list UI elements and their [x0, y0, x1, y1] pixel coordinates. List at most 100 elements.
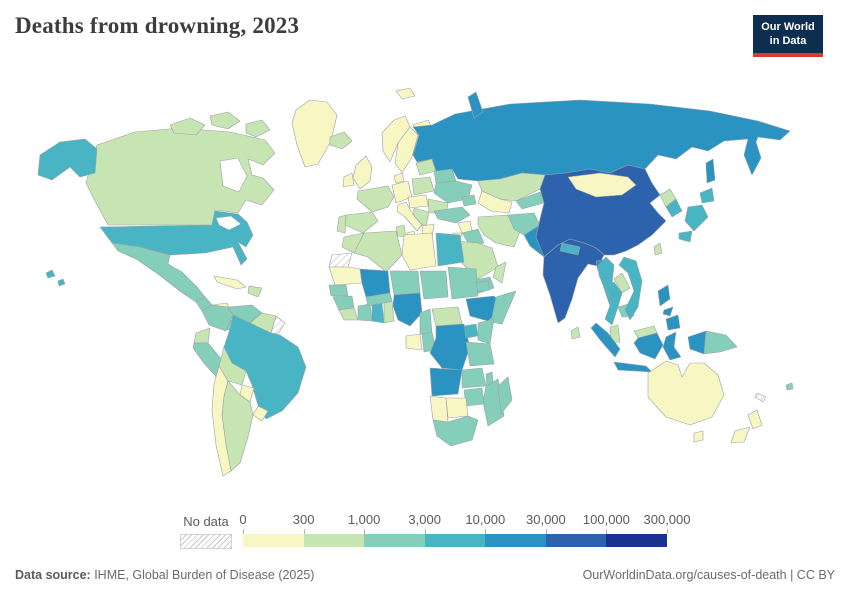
region-egypt[interactable]: [435, 232, 465, 267]
region-vietnam[interactable]: [618, 256, 643, 321]
region-central-african-republic[interactable]: [431, 306, 463, 327]
region-guinea[interactable]: [332, 295, 355, 311]
region-mongolia[interactable]: [567, 172, 637, 198]
region-zambia[interactable]: [461, 367, 487, 389]
region-turkey[interactable]: [433, 206, 471, 224]
region-nepal[interactable]: [559, 242, 581, 256]
region-thailand[interactable]: [604, 281, 623, 326]
legend-bin-swatch[interactable]: [364, 534, 425, 547]
region-australia[interactable]: [693, 430, 704, 443]
region-india[interactable]: [542, 238, 605, 324]
region-caucasus[interactable]: [461, 194, 477, 207]
region-western-sahara[interactable]: [328, 252, 353, 268]
region-denmark[interactable]: [393, 172, 405, 184]
region-french-guiana[interactable]: [270, 315, 286, 335]
legend-bin-swatch[interactable]: [485, 534, 546, 547]
region-ivory-coast[interactable]: [357, 303, 373, 322]
region-italy[interactable]: [396, 201, 423, 232]
region-mauritania[interactable]: [328, 266, 363, 286]
region-portugal[interactable]: [336, 214, 347, 234]
region-libya[interactable]: [401, 232, 437, 271]
region-tanzania[interactable]: [465, 341, 495, 367]
region-new-zealand[interactable]: [747, 409, 763, 430]
region-fiji[interactable]: [785, 382, 794, 391]
region-new-caledonia[interactable]: [754, 392, 767, 403]
region-australia[interactable]: [647, 360, 725, 426]
region-spain[interactable]: [344, 211, 379, 234]
region-uganda[interactable]: [463, 323, 479, 339]
region-japan[interactable]: [684, 204, 709, 232]
region-cuba[interactable]: [213, 275, 247, 290]
region-papua-new-guinea[interactable]: [703, 330, 738, 355]
region-uk[interactable]: [352, 155, 373, 190]
region-greenland[interactable]: [291, 99, 338, 168]
region-senegal[interactable]: [328, 284, 349, 297]
region-sri-lanka[interactable]: [570, 326, 581, 340]
region-czech-austria[interactable]: [407, 194, 429, 209]
region-sweden[interactable]: [394, 126, 419, 174]
region-botswana[interactable]: [445, 397, 469, 419]
region-chile[interactable]: [211, 365, 232, 477]
owid-logo[interactable]: Our World in Data: [753, 15, 823, 57]
region-dr-congo[interactable]: [429, 323, 471, 371]
region-russia[interactable]: [412, 99, 791, 182]
region-indonesia[interactable]: [590, 322, 621, 358]
region-indonesia[interactable]: [633, 332, 664, 360]
region-russia[interactable]: [467, 91, 484, 119]
region-uzbek-turkmen[interactable]: [477, 190, 513, 214]
region-mali[interactable]: [359, 268, 391, 298]
region-ireland[interactable]: [342, 172, 355, 188]
region-zimbabwe[interactable]: [463, 387, 485, 407]
region-burkina-faso[interactable]: [365, 292, 393, 307]
region-laos[interactable]: [613, 272, 631, 294]
region-philippines[interactable]: [657, 284, 671, 307]
region-russia[interactable]: [705, 158, 716, 184]
region-taiwan[interactable]: [653, 242, 663, 256]
region-eritrea[interactable]: [475, 280, 491, 293]
region-canada[interactable]: [209, 111, 241, 130]
region-china[interactable]: [535, 164, 667, 258]
region-ecuador[interactable]: [193, 327, 211, 344]
region-canada[interactable]: [85, 127, 276, 226]
region-philippines[interactable]: [662, 306, 674, 317]
region-ghana[interactable]: [371, 302, 385, 324]
region-usa[interactable]: [45, 269, 56, 279]
region-chad[interactable]: [419, 270, 449, 300]
region-gabon[interactable]: [405, 333, 423, 351]
region-iceland[interactable]: [329, 131, 353, 150]
region-south-africa[interactable]: [432, 415, 479, 447]
region-indonesia[interactable]: [662, 331, 682, 361]
region-madagascar[interactable]: [497, 376, 513, 415]
region-sudan[interactable]: [447, 266, 479, 300]
region-nigeria[interactable]: [392, 292, 423, 327]
no-data-swatch[interactable]: [180, 534, 232, 549]
region-usa[interactable]: [37, 138, 98, 181]
region-niger[interactable]: [389, 270, 421, 296]
region-new-zealand[interactable]: [730, 426, 751, 444]
region-cameroon[interactable]: [419, 308, 433, 335]
region-france[interactable]: [356, 185, 395, 213]
region-usa[interactable]: [57, 278, 66, 287]
region-oman[interactable]: [492, 261, 507, 284]
legend-bin-swatch[interactable]: [606, 534, 668, 547]
legend-bin-swatch[interactable]: [545, 534, 607, 547]
region-namibia[interactable]: [429, 395, 449, 423]
region-sierra-leone-liberia[interactable]: [338, 307, 359, 321]
region-philippines[interactable]: [665, 314, 681, 331]
region-canada[interactable]: [169, 117, 206, 136]
legend-bin-swatch[interactable]: [303, 534, 365, 547]
region-canada[interactable]: [245, 119, 271, 138]
region-angola[interactable]: [429, 367, 463, 397]
region-togo-benin[interactable]: [383, 300, 395, 324]
region-japan[interactable]: [699, 187, 715, 204]
footer-license-link[interactable]: OurWorldinData.org/causes-of-death | CC …: [582, 568, 835, 582]
region-indonesia[interactable]: [613, 361, 653, 373]
legend-bin-swatch[interactable]: [424, 534, 486, 547]
region-kenya[interactable]: [477, 318, 495, 345]
region-norway[interactable]: [395, 87, 416, 100]
region-hispaniola[interactable]: [247, 285, 263, 298]
region-south-korea[interactable]: [665, 198, 683, 218]
region-indonesia[interactable]: [687, 330, 707, 355]
legend-bin-swatch[interactable]: [243, 534, 304, 547]
region-japan[interactable]: [678, 230, 693, 243]
